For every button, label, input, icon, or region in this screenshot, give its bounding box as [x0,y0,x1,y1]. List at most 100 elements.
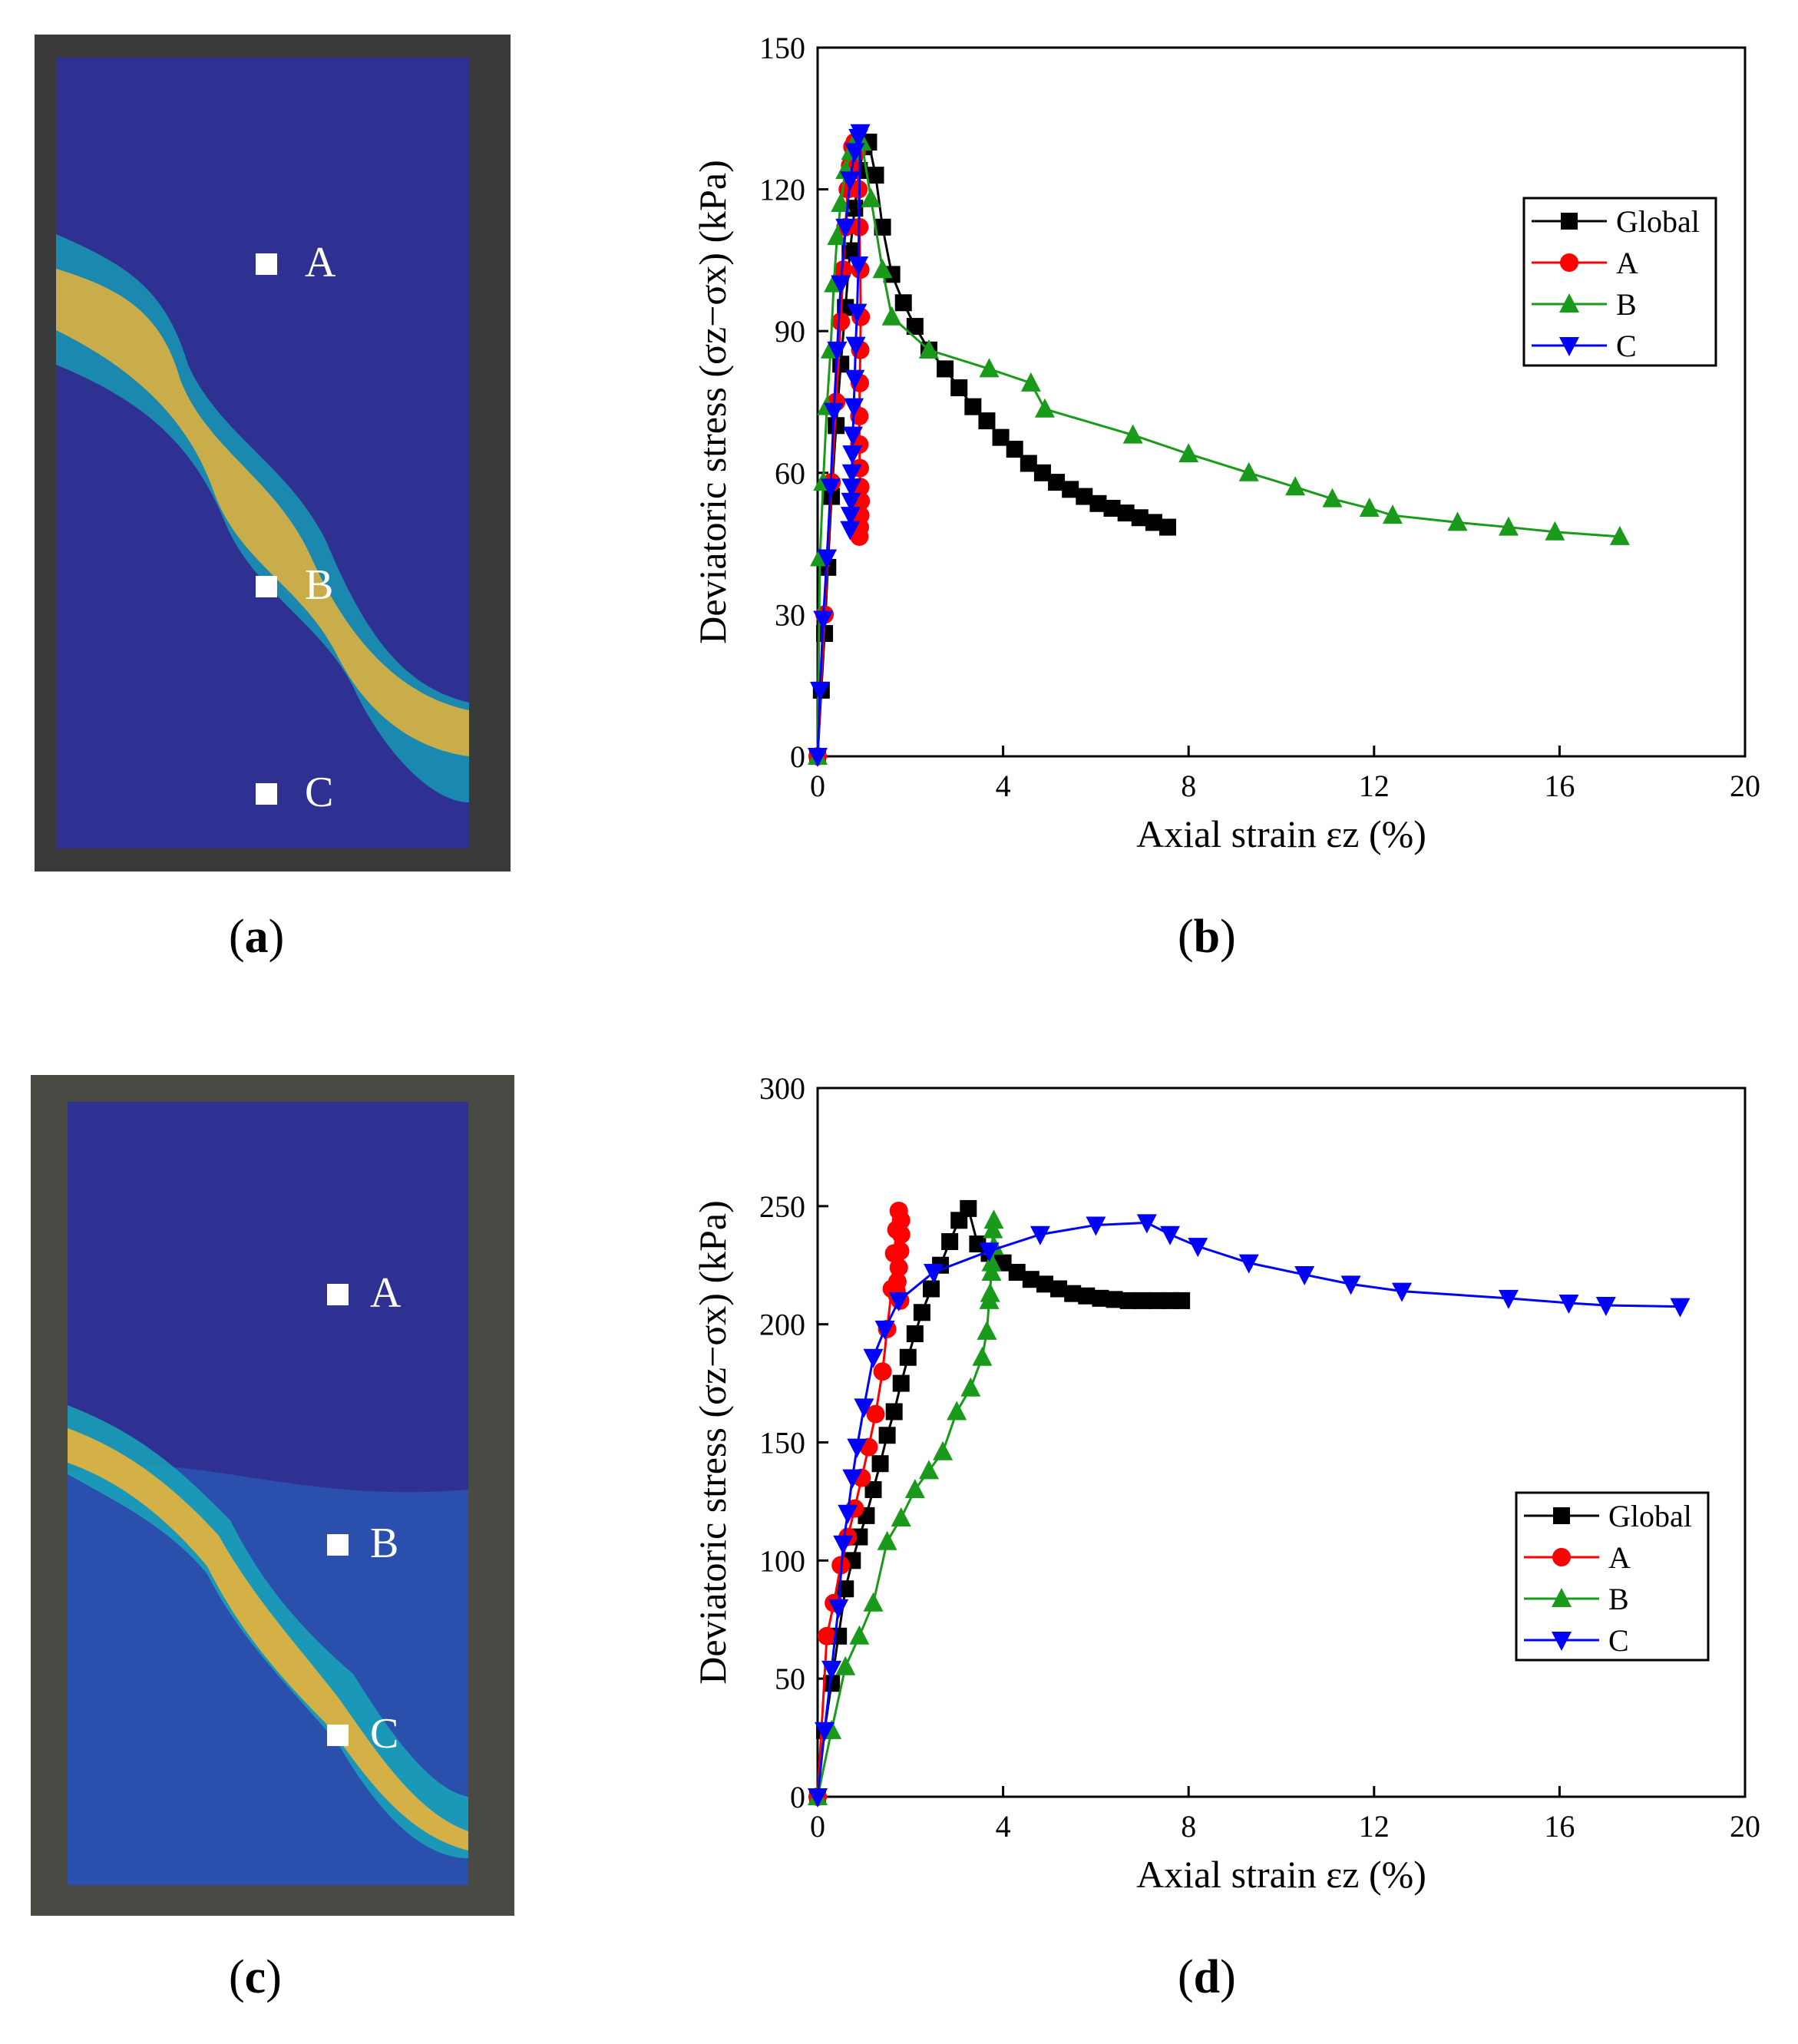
point-marker-a [256,253,277,275]
point-marker-b [327,1534,349,1556]
data-point [980,1282,1000,1302]
data-point [978,412,996,430]
plot-frame [816,1086,1747,1798]
y-tick-label: 100 [759,1543,805,1578]
data-point [918,1460,939,1480]
data-point [1086,1216,1106,1236]
data-point [1238,1254,1259,1274]
data-point [835,218,856,238]
series-global [809,1199,1191,1805]
y-tick-label: 150 [759,1426,805,1460]
legend-box [1515,1491,1710,1662]
data-point [840,171,861,191]
data-point [841,492,861,512]
data-point [1595,1297,1616,1317]
data-point [1173,1292,1191,1309]
panel-label-d: (d) [1178,1951,1236,2003]
data-point [1048,474,1066,491]
data-point [813,610,834,630]
y-tick-label: 300 [759,1071,805,1106]
legend-marker [1552,1548,1571,1566]
y-tick-label: 150 [759,31,805,65]
legend-marker [1552,1632,1572,1651]
data-point [1147,1292,1165,1309]
data-point [1159,518,1177,536]
legend-label: Global [1608,1499,1692,1533]
data-point [835,1655,856,1675]
data-point [863,1592,884,1612]
data-point [885,1403,903,1421]
data-point [808,748,828,767]
data-point [844,398,864,418]
data-point [1498,516,1519,536]
svg-text:Deviatoric stress (σz−σx) (kPa: Deviatoric stress (σz−σx) (kPa) [691,160,734,644]
data-point [941,1232,959,1250]
data-point [1670,1298,1691,1318]
data-point [866,1404,885,1424]
data-point [1285,476,1306,496]
x-tick-label: 12 [1359,1809,1390,1844]
data-point [1136,1214,1157,1234]
point-marker-c [256,783,277,805]
data-point [1122,424,1143,444]
data-point [847,303,868,323]
data-point [867,167,884,184]
series-c [808,124,871,767]
series-line [816,135,1621,757]
y-axis-label: Deviatoric stress (σz−σx) (kPa) [691,160,734,644]
data-point [878,1427,896,1444]
series-c [808,1214,1691,1808]
y-tick-label: 90 [775,314,805,349]
data-point [1145,514,1162,531]
legend-label: B [1608,1582,1629,1616]
data-point [877,1530,897,1550]
legend: Global ABC [1515,1491,1710,1662]
panel-label-b: (b) [1178,911,1236,963]
data-point [906,318,924,336]
data-point [872,259,893,279]
data-point [1092,1289,1109,1307]
data-point [818,1626,837,1645]
y-tick-label: 0 [790,1780,805,1814]
data-point [918,339,939,359]
plot-frame [816,46,1747,758]
data-point [847,1438,868,1458]
data-point [842,445,863,465]
data-point [1076,488,1093,505]
data-point [904,1479,925,1499]
x-tick-label: 4 [996,1809,1011,1844]
data-point [1036,1275,1053,1293]
data-point [892,1374,910,1392]
data-point [833,1535,854,1555]
data-point [1447,511,1468,531]
legend-label: B [1616,287,1637,322]
data-point [1033,464,1051,481]
legend-marker [1553,1507,1570,1524]
data-point [1022,1271,1039,1288]
data-point [1178,443,1199,463]
y-tick-label: 120 [759,173,805,207]
data-point [891,1211,911,1230]
x-tick-label: 12 [1359,769,1390,803]
data-point [889,1258,908,1277]
legend-box [1522,197,1717,367]
data-point [1020,455,1037,472]
data-point [831,193,851,213]
data-point [1188,1238,1208,1258]
y-tick-label: 50 [775,1662,805,1696]
shear-band-core-a [56,269,469,756]
x-tick-label: 20 [1730,1809,1760,1844]
data-point [1294,1266,1315,1286]
data-point [1359,497,1380,517]
data-point [824,402,844,422]
data-point [1020,372,1041,392]
data-point [874,218,891,236]
data-point [827,226,848,246]
data-point [979,358,1000,378]
x-tick-label: 8 [1181,769,1196,803]
y-tick-label: 250 [759,1189,805,1224]
data-point [808,1788,828,1808]
data-point [960,1377,981,1397]
data-point [821,1660,842,1680]
data-point [854,1398,874,1418]
